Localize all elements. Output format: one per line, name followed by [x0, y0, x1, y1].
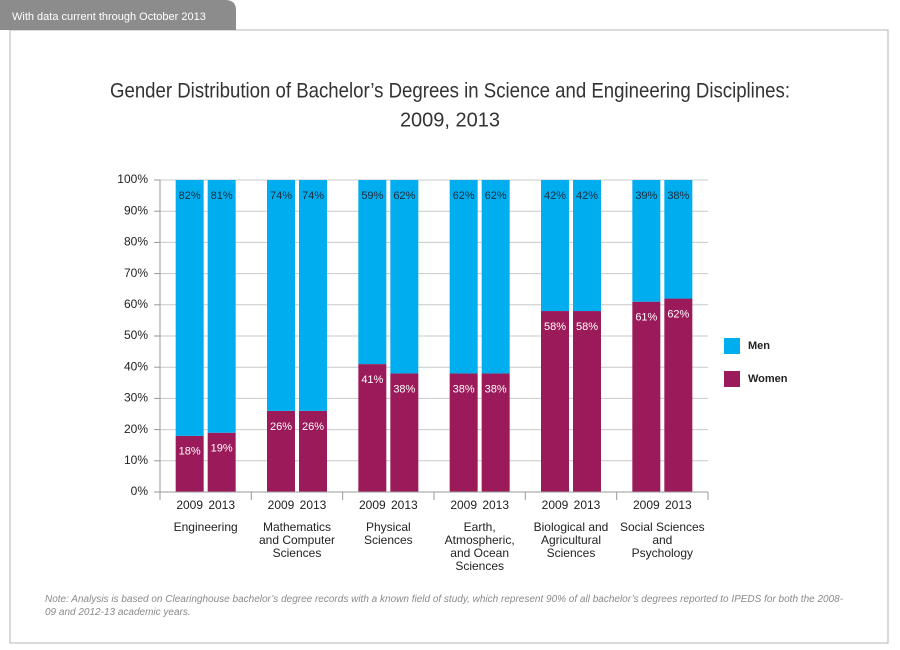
value-label: 58% — [544, 321, 566, 333]
bar-segment — [664, 180, 693, 299]
bar-segment — [481, 373, 510, 492]
bar-segment — [664, 298, 693, 492]
group-label: Agricultural — [541, 533, 601, 547]
value-label: 38% — [667, 190, 689, 202]
x-tick-label: 2013 — [665, 498, 692, 512]
value-label: 38% — [453, 383, 475, 395]
group-label: and Ocean — [450, 546, 509, 560]
value-label: 82% — [179, 190, 201, 202]
x-tick-label: 2009 — [268, 498, 295, 512]
group-label: Psychology — [632, 546, 693, 560]
x-tick-label: 2009 — [450, 498, 477, 512]
legend-label: Men — [748, 340, 770, 352]
bar-segment — [267, 410, 295, 492]
y-tick-label: 80% — [124, 235, 148, 249]
x-tick-label: 2009 — [633, 498, 660, 512]
y-tick-label: 60% — [124, 297, 148, 311]
y-tick-label: 100% — [117, 172, 148, 186]
bar-segment — [573, 180, 601, 312]
value-label: 62% — [667, 308, 689, 320]
bar-segment — [358, 180, 387, 365]
value-label: 42% — [576, 190, 598, 202]
legend-label: Women — [748, 373, 788, 385]
value-label: 38% — [393, 383, 415, 395]
value-label: 38% — [485, 383, 507, 395]
x-tick-label: 2009 — [542, 498, 569, 512]
value-label: 81% — [211, 190, 233, 202]
group-label: Biological and — [534, 520, 609, 534]
bar-segment — [207, 432, 236, 492]
x-tick-label: 2013 — [574, 498, 601, 512]
x-tick-label: 2013 — [391, 498, 418, 512]
group-label: Earth, — [464, 520, 496, 534]
value-label: 26% — [302, 421, 324, 433]
group-label: and Computer — [259, 533, 335, 547]
group-label: Sciences — [364, 533, 413, 547]
bar-segment — [632, 180, 661, 302]
value-label: 62% — [485, 190, 507, 202]
y-tick-label: 40% — [124, 359, 148, 373]
group-label: Physical — [366, 520, 411, 534]
value-label: 74% — [302, 190, 324, 202]
x-tick-label: 2009 — [176, 498, 203, 512]
value-label: 26% — [270, 421, 292, 433]
bar-segment — [573, 311, 601, 492]
bar-segment — [207, 180, 236, 433]
x-tick-label: 2009 — [359, 498, 386, 512]
group-label: Atmospheric, — [445, 533, 515, 547]
chart-title: Gender Distribution of Bachelor’s Degree… — [110, 80, 790, 103]
value-label: 39% — [635, 190, 657, 202]
bar-segment — [299, 180, 327, 411]
bar-segment — [632, 301, 661, 492]
x-tick-label: 2013 — [208, 498, 235, 512]
value-label: 62% — [453, 190, 475, 202]
value-label: 58% — [576, 321, 598, 333]
bar-segment — [390, 373, 419, 492]
value-label: 74% — [270, 190, 292, 202]
x-tick-label: 2013 — [482, 498, 509, 512]
value-label: 42% — [544, 190, 566, 202]
bar-segment — [175, 180, 204, 436]
y-tick-label: 10% — [124, 453, 148, 467]
bar-segment — [267, 180, 295, 411]
y-tick-label: 90% — [124, 203, 148, 217]
value-label: 19% — [211, 443, 233, 455]
bar-segment — [449, 180, 478, 374]
note: Note: Analysis is based on Clearinghouse… — [45, 594, 844, 618]
legend-swatch — [724, 371, 740, 387]
group-label: Mathematics — [263, 520, 331, 534]
y-tick-label: 20% — [124, 422, 148, 436]
value-label: 18% — [179, 446, 201, 458]
group-label: Sciences — [547, 546, 596, 560]
bar-segment — [175, 435, 204, 492]
group-label: Engineering — [174, 520, 238, 534]
bar-segment — [541, 180, 569, 312]
legend-swatch — [724, 338, 740, 354]
value-label: 62% — [393, 190, 415, 202]
group-label: Sciences — [273, 546, 322, 560]
group-label: Sciences — [455, 559, 504, 573]
y-tick-label: 0% — [131, 484, 149, 498]
value-label: 59% — [361, 190, 383, 202]
y-tick-label: 50% — [124, 328, 148, 342]
y-tick-label: 30% — [124, 391, 148, 405]
y-tick-label: 70% — [124, 266, 148, 280]
bar-segment — [541, 311, 569, 492]
bar-segment — [358, 364, 387, 492]
x-tick-label: 2013 — [300, 498, 327, 512]
bar-segment — [390, 180, 419, 374]
bar-segment — [299, 410, 327, 492]
group-label: and — [652, 533, 672, 547]
frame — [9, 29, 889, 644]
bar-segment — [481, 180, 510, 374]
value-label: 61% — [635, 312, 657, 324]
banner-tab — [0, 0, 236, 30]
group-label: Social Sciences — [620, 520, 705, 534]
chart-subtitle: 2009, 2013 — [400, 109, 500, 131]
value-label: 41% — [361, 374, 383, 386]
banner: With data current through October 2013 — [12, 11, 206, 23]
bar-segment — [449, 373, 478, 492]
